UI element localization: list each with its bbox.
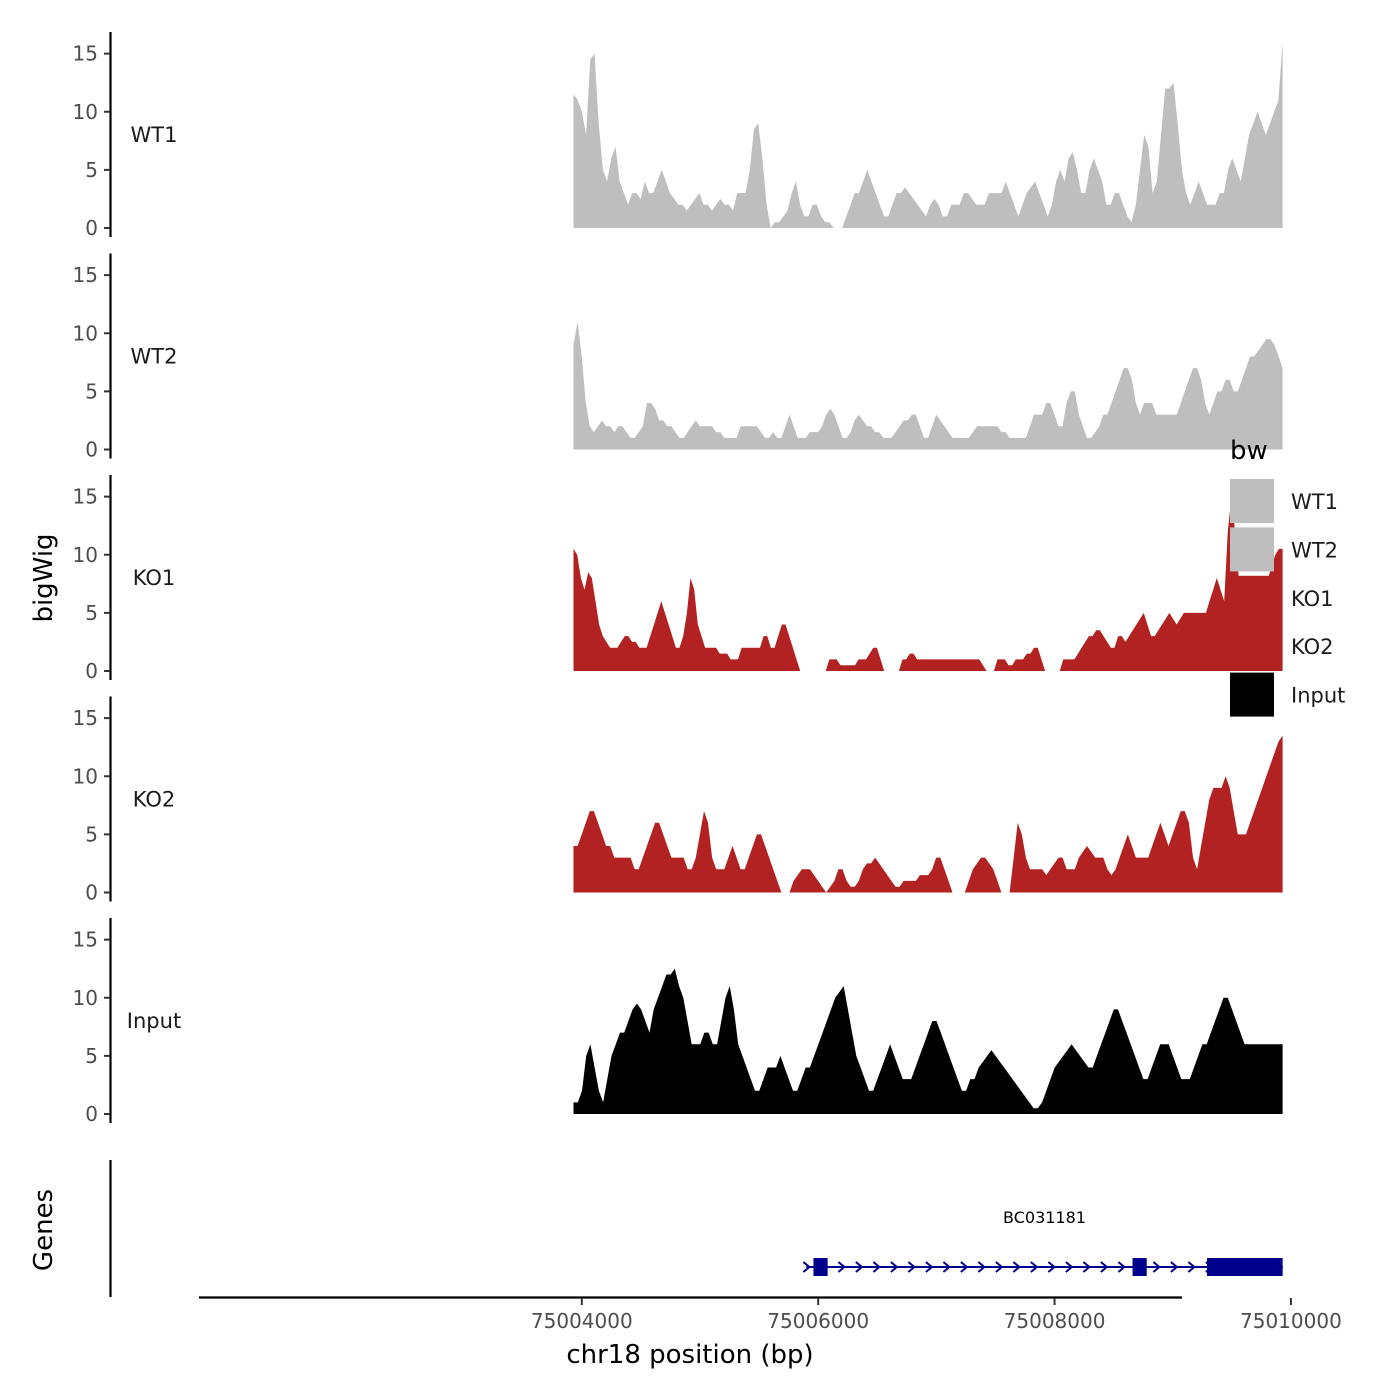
- gene-label: BC031181: [1003, 1208, 1086, 1227]
- y-tick-label: 5: [85, 158, 98, 182]
- gene-model: BC031181: [802, 1208, 1284, 1276]
- genes-axis-title: Genes: [29, 1189, 59, 1271]
- x-axis-title: chr18 position (bp): [566, 1340, 813, 1370]
- legend-swatch-wt2: [1230, 527, 1274, 572]
- y-tick-label: 5: [85, 822, 98, 846]
- strand-arrow: [1030, 1261, 1039, 1273]
- strand-arrow: [802, 1261, 811, 1273]
- legend-swatch-ko2: [1230, 624, 1274, 669]
- track-label-input: Input: [127, 1009, 181, 1033]
- strand-arrow: [995, 1261, 1004, 1273]
- strand-arrow: [1170, 1261, 1179, 1273]
- track-ko1: 0 5 10 15 KO1: [73, 475, 1283, 683]
- strand-arrow: [1082, 1261, 1091, 1273]
- coverage-area-ko1: [573, 496, 1283, 671]
- gene-panel: BC031181: [109, 1160, 1284, 1297]
- gene-exon: [813, 1258, 828, 1276]
- y-tick-label: 10: [73, 764, 98, 788]
- legend-title: bw: [1230, 436, 1268, 466]
- strand-arrow: [890, 1261, 899, 1273]
- track-wt2: 0 5 10 15 WT2: [73, 253, 1283, 462]
- y-tick-label: 15: [73, 263, 98, 287]
- y-tick-label: 15: [73, 706, 98, 730]
- strand-arrow: [942, 1261, 951, 1273]
- strand-arrow: [872, 1261, 881, 1273]
- track-wt1: 0 5 10 15 WT1: [73, 32, 1283, 240]
- y-tick-label: 10: [73, 321, 98, 345]
- legend-label-wt1: WT1: [1291, 490, 1338, 514]
- y-tick-label: 5: [85, 601, 98, 625]
- strand-arrow: [1117, 1261, 1126, 1273]
- x-tick-label: 75010000: [1240, 1309, 1342, 1333]
- strand-arrow: [925, 1261, 934, 1273]
- legend-label-ko2: KO2: [1291, 635, 1334, 659]
- gene-exon: [1207, 1258, 1283, 1276]
- legend-label-ko1: KO1: [1291, 587, 1334, 611]
- y-tick-label: 10: [73, 100, 98, 124]
- x-tick-label: 75008000: [1004, 1309, 1106, 1333]
- strand-arrow: [1100, 1261, 1109, 1273]
- strand-arrow: [1012, 1261, 1021, 1273]
- legend-swatch-wt1: [1230, 479, 1274, 523]
- strand-arrow: [977, 1261, 986, 1273]
- y-tick-label: 15: [73, 42, 98, 66]
- y-tick-label: 10: [73, 986, 98, 1010]
- legend-label-wt2: WT2: [1291, 538, 1338, 562]
- y-tick-label: 15: [73, 485, 98, 509]
- legend: bw WT1 WT2 KO1 KO2 Input: [1230, 436, 1345, 717]
- strand-arrow: [960, 1261, 969, 1273]
- strand-arrow: [837, 1261, 846, 1273]
- track-label-ko1: KO1: [133, 566, 176, 590]
- x-tick-label: 75006000: [767, 1309, 869, 1333]
- strand-arrow: [1047, 1261, 1056, 1273]
- x-tick-label: 75004000: [531, 1309, 633, 1333]
- strand-arrow: [1152, 1261, 1161, 1273]
- y-tick-label: 15: [73, 928, 98, 952]
- coverage-area-ko2: [573, 735, 1283, 893]
- track-label-ko2: KO2: [133, 788, 176, 812]
- track-label-wt2: WT2: [131, 345, 178, 369]
- strand-arrow: [855, 1261, 864, 1273]
- coverage-area-wt2: [573, 321, 1283, 450]
- track-label-wt1: WT1: [131, 123, 178, 147]
- track-input: 0 5 10 15 Input: [73, 918, 1283, 1126]
- legend-label-input: Input: [1291, 684, 1345, 708]
- coverage-area-input: [573, 968, 1283, 1114]
- y-tick-label: 5: [85, 379, 98, 403]
- y-axis-title: bigWig: [29, 533, 59, 622]
- coverage-tracks: 0 5 10 15 WT1 0 5 10 15 WT2 0 5 10 15 KO1 0 5 10 15 KO2 0 5 10…: [73, 32, 1283, 1126]
- coverage-area-wt1: [573, 42, 1283, 228]
- y-tick-label: 0: [85, 438, 98, 462]
- y-tick-label: 0: [85, 659, 98, 683]
- y-tick-label: 5: [85, 1044, 98, 1068]
- track-ko2: 0 5 10 15 KO2: [73, 696, 1283, 905]
- x-axis: 75004000 75006000 75008000 75010000: [199, 1296, 1342, 1333]
- strand-arrow: [1187, 1261, 1196, 1273]
- y-tick-label: 0: [85, 881, 98, 905]
- gene-exon: [1132, 1258, 1147, 1276]
- legend-swatch-ko1: [1230, 575, 1274, 620]
- legend-swatch-input: [1230, 672, 1274, 717]
- strand-arrow: [1065, 1261, 1074, 1273]
- y-tick-label: 0: [85, 1102, 98, 1126]
- y-tick-label: 10: [73, 543, 98, 567]
- strand-arrow: [907, 1261, 916, 1273]
- y-tick-label: 0: [85, 216, 98, 240]
